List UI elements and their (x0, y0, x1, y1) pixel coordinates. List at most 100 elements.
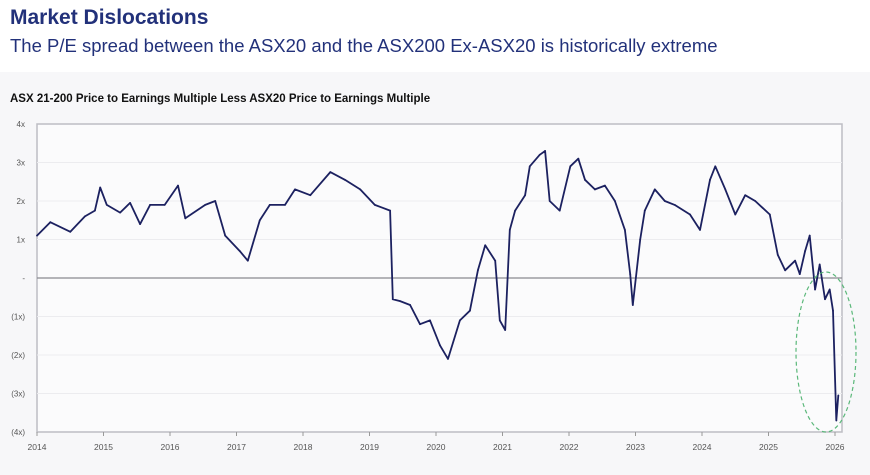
data-point (177, 184, 179, 187)
data-point (577, 157, 580, 160)
data-point (214, 200, 217, 202)
y-tick-label: (2x) (11, 351, 25, 360)
data-point (409, 304, 411, 306)
data-point (584, 178, 586, 181)
x-tick-label: 2018 (294, 442, 313, 452)
data-point (119, 211, 122, 214)
data-point (663, 200, 666, 202)
data-point (508, 228, 511, 231)
x-tick-label: 2017 (227, 442, 246, 452)
data-point (447, 357, 449, 360)
data-point (837, 394, 840, 397)
x-tick-label: 2019 (360, 442, 379, 452)
data-point (246, 259, 249, 262)
data-point (824, 298, 826, 301)
data-point (343, 178, 346, 181)
data-point (184, 217, 187, 220)
y-tick-label: 1x (17, 236, 25, 245)
data-point (804, 250, 806, 252)
y-tick-label: 3x (17, 159, 25, 168)
data-point (689, 213, 691, 216)
data-point (294, 188, 296, 191)
x-tick-label: 2015 (94, 442, 113, 452)
data-point (673, 203, 676, 206)
data-point (399, 300, 401, 302)
data-point (49, 221, 52, 224)
data-point (784, 269, 787, 272)
data-point (613, 200, 616, 202)
data-point (643, 209, 646, 212)
data-point (36, 234, 38, 237)
data-point (459, 319, 461, 322)
data-point (818, 263, 821, 266)
data-point (258, 219, 261, 222)
x-tick-label: 2016 (161, 442, 180, 452)
data-point (329, 171, 332, 174)
x-tick-label: 2021 (493, 442, 512, 452)
y-tick-label: (1x) (11, 313, 25, 322)
y-tick-label: (3x) (11, 390, 25, 399)
data-point (548, 200, 551, 202)
chart-title: ASX 21-200 Price to Earnings Multiple Le… (10, 93, 431, 105)
x-tick-label: 2026 (826, 442, 845, 452)
data-point (99, 186, 102, 189)
data-point (709, 178, 711, 181)
data-point (724, 188, 727, 191)
x-tick-label: 2022 (560, 442, 579, 452)
data-point (814, 288, 816, 291)
data-point (419, 323, 421, 326)
data-point (204, 203, 207, 206)
data-point (699, 228, 701, 231)
data-point (139, 223, 141, 226)
page-title: Market Dislocations (10, 6, 209, 29)
data-point (744, 194, 747, 197)
data-point (389, 209, 392, 212)
data-point (794, 259, 796, 262)
data-point (768, 213, 771, 216)
data-point (391, 298, 394, 301)
data-point (504, 329, 507, 331)
data-point (284, 203, 286, 206)
data-point (224, 234, 227, 237)
data-point (373, 203, 376, 206)
data-point (514, 209, 517, 212)
data-point (639, 238, 642, 241)
data-point (429, 319, 431, 322)
data-point (498, 319, 501, 322)
data-point (69, 230, 72, 233)
data-point (494, 259, 497, 262)
data-point (129, 202, 132, 204)
data-point (268, 203, 271, 206)
data-point (629, 273, 632, 276)
data-point (631, 304, 634, 306)
highlight-ellipse (795, 271, 857, 433)
data-point (439, 344, 441, 347)
y-tick-label: - (22, 274, 25, 283)
data-point (754, 200, 757, 202)
data-point (484, 244, 487, 247)
data-point (544, 150, 546, 152)
data-point (524, 194, 527, 197)
x-tick-label: 2014 (28, 442, 47, 452)
data-point (558, 209, 561, 212)
data-point (653, 188, 656, 191)
data-point (149, 203, 151, 206)
data-point (83, 215, 86, 218)
data-point (828, 288, 831, 291)
data-point (93, 209, 96, 212)
x-tick-label: 2020 (427, 442, 446, 452)
data-point (623, 228, 626, 231)
data-point (528, 165, 531, 168)
data-point (469, 309, 471, 312)
data-point (734, 213, 737, 216)
data-point (604, 184, 606, 187)
data-point (569, 165, 572, 168)
data-point (808, 234, 811, 237)
data-point (105, 203, 108, 206)
y-tick-label: 4x (17, 120, 25, 129)
data-point (476, 269, 479, 272)
page-subtitle: The P/E spread between the ASX20 and the… (10, 35, 718, 56)
data-point (163, 203, 166, 206)
x-tick-label: 2025 (759, 442, 778, 452)
